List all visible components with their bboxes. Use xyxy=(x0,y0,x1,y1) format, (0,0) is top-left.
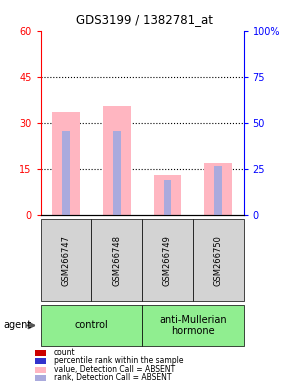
Text: GSM266749: GSM266749 xyxy=(163,235,172,286)
Text: percentile rank within the sample: percentile rank within the sample xyxy=(54,356,183,366)
Text: count: count xyxy=(54,348,75,357)
Text: GSM266750: GSM266750 xyxy=(214,235,223,286)
Bar xyxy=(103,106,131,215)
Bar xyxy=(214,166,222,215)
Bar xyxy=(52,112,80,215)
Bar xyxy=(204,163,232,215)
Text: GDS3199 / 1382781_at: GDS3199 / 1382781_at xyxy=(77,13,213,26)
Bar xyxy=(164,180,171,215)
Bar xyxy=(113,131,121,215)
Text: rank, Detection Call = ABSENT: rank, Detection Call = ABSENT xyxy=(54,373,171,382)
Text: GSM266747: GSM266747 xyxy=(61,235,70,286)
Text: control: control xyxy=(75,320,108,331)
Text: GSM266748: GSM266748 xyxy=(112,235,121,286)
Text: anti-Mullerian
hormone: anti-Mullerian hormone xyxy=(159,314,227,336)
Bar xyxy=(153,175,182,215)
Bar xyxy=(62,131,70,215)
Text: agent: agent xyxy=(3,320,31,331)
Text: value, Detection Call = ABSENT: value, Detection Call = ABSENT xyxy=(54,365,175,374)
